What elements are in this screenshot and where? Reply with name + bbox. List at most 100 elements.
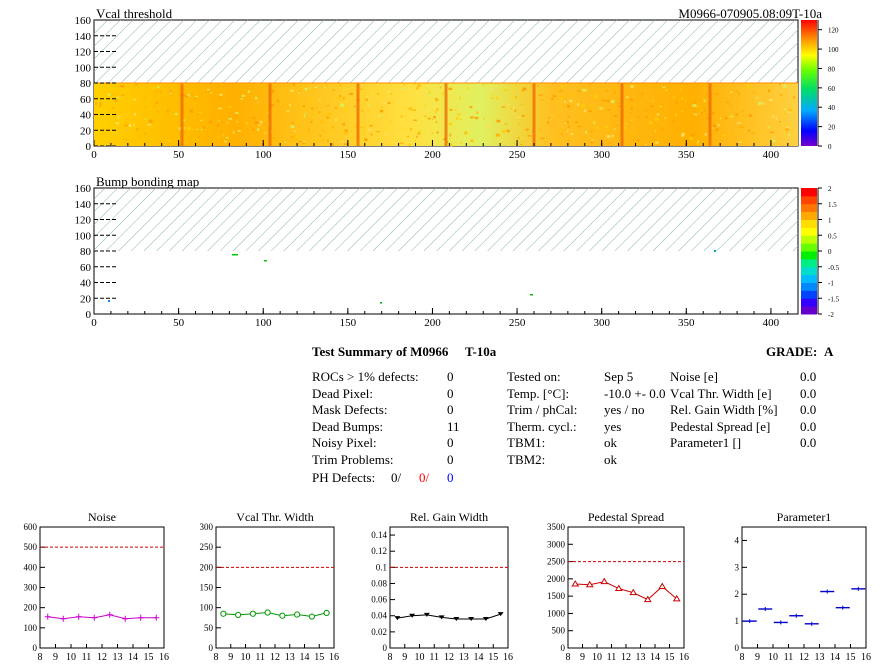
chart-x-tick-label: 9 bbox=[53, 652, 58, 663]
chart-x-tick-label: 11 bbox=[784, 652, 794, 663]
chart-x-tick-label: 13 bbox=[285, 652, 295, 663]
chart-x-tick-label: 11 bbox=[255, 652, 265, 663]
grade-label: GRADE: bbox=[766, 344, 818, 359]
color-scale-tick-label: -1 bbox=[828, 280, 834, 288]
map-x-tick-label: 400 bbox=[763, 149, 780, 161]
chart-series-line bbox=[397, 613, 501, 620]
chart-y-tick-label: 0 bbox=[561, 643, 566, 653]
vcal-map-hatched-region bbox=[94, 20, 798, 83]
col3-label: Noise [e] bbox=[670, 369, 719, 384]
chart-y-tick-label: 50 bbox=[204, 623, 214, 633]
chart-y-tick-label: 0 bbox=[383, 643, 388, 653]
chart-frame bbox=[389, 526, 509, 649]
chart-y-tick-label: 250 bbox=[200, 542, 214, 552]
chart-x-tick-label: 16 bbox=[861, 652, 871, 663]
map-x-tick-label: 150 bbox=[340, 149, 357, 161]
map-y-tick-label: 0 bbox=[86, 141, 92, 153]
data-point bbox=[773, 620, 788, 625]
chart-x-tick-label: 16 bbox=[329, 652, 339, 663]
chart-x-tick-label: 11 bbox=[607, 652, 617, 663]
bump-defect-mark bbox=[380, 302, 382, 304]
chart-x-tick-label: 14 bbox=[474, 652, 484, 663]
chart-y-tick-label: 0.08 bbox=[371, 578, 387, 588]
chart-title: Parameter1 bbox=[777, 510, 832, 524]
col2-value: -10.0 +- 0.0 bbox=[604, 385, 666, 401]
data-point bbox=[264, 609, 271, 616]
vcal-map-title: Vcal threshold bbox=[96, 6, 173, 21]
chart-y-tick-label: 3000 bbox=[547, 539, 566, 549]
col3-label: Rel. Gain Width [%] bbox=[670, 402, 778, 418]
color-scale-tick-label: 0.5 bbox=[828, 232, 837, 240]
color-scale-tick-label: -1.5 bbox=[828, 295, 840, 303]
data-point bbox=[122, 615, 129, 622]
data-point bbox=[804, 621, 819, 626]
map-x-tick-label: 250 bbox=[509, 317, 526, 329]
grade-value: A bbox=[824, 344, 834, 359]
color-scale-tick-label: 100 bbox=[828, 46, 839, 54]
map-y-tick-label: 140 bbox=[75, 31, 92, 43]
map-y-tick-label: 160 bbox=[75, 15, 92, 27]
chart-x-tick-label: 9 bbox=[580, 652, 585, 663]
data-point bbox=[851, 586, 866, 591]
col1-value: 11 bbox=[447, 418, 460, 434]
data-point bbox=[394, 616, 401, 621]
chart-x-tick-label: 13 bbox=[459, 652, 469, 663]
chart-y-tick-label: 0 bbox=[33, 643, 38, 653]
col1-value: 0 bbox=[447, 435, 454, 451]
chart-x-tick-label: 13 bbox=[113, 652, 123, 663]
map-x-tick-label: 250 bbox=[509, 149, 526, 161]
color-scale-tick-label: 1.5 bbox=[828, 201, 837, 209]
chart-x-tick-label: 9 bbox=[402, 652, 407, 663]
ph-defects-value-blue: 0 bbox=[447, 470, 454, 485]
chart-y-tick-label: 2 bbox=[735, 589, 740, 599]
col1-value: 0 bbox=[447, 369, 454, 384]
chart-x-tick-label: 10 bbox=[241, 652, 251, 663]
vcal-map-heatmap bbox=[94, 82, 798, 147]
color-scale-tick-label: 0 bbox=[828, 248, 832, 256]
chart-y-tick-label: 0.1 bbox=[376, 562, 387, 572]
col2-label: Trim / phCal: bbox=[507, 402, 578, 418]
data-point bbox=[600, 577, 609, 585]
col3-label: Pedestal Spread [e] bbox=[670, 418, 771, 434]
col1-value: 0 bbox=[447, 402, 454, 418]
chart-x-tick-label: 16 bbox=[159, 652, 169, 663]
col1-value: 0 bbox=[447, 385, 454, 401]
map-y-tick-label: 100 bbox=[75, 230, 92, 242]
color-scale-tick-label: -2 bbox=[828, 311, 834, 319]
map-x-tick-label: 50 bbox=[173, 317, 185, 329]
data-point bbox=[423, 612, 430, 617]
col2-value: yes bbox=[604, 418, 622, 434]
ph-defects-value-red: 0/ bbox=[419, 470, 430, 485]
data-point bbox=[629, 588, 638, 596]
chart-x-tick-label: 14 bbox=[128, 652, 138, 663]
map-x-tick-label: 200 bbox=[424, 317, 441, 329]
col2-value: ok bbox=[604, 435, 617, 451]
col1-value: 0 bbox=[447, 452, 454, 467]
chart-0: Noise 0 100 200 300 400 500 600 8 9 10 11 12 13 14 15 16 bbox=[24, 510, 170, 663]
data-point bbox=[106, 611, 113, 618]
chart-x-tick-label: 9 bbox=[228, 652, 233, 663]
data-point bbox=[137, 614, 144, 621]
chart-x-tick-label: 12 bbox=[97, 652, 107, 663]
data-point bbox=[294, 611, 301, 618]
chart-y-tick-label: 3500 bbox=[547, 522, 566, 532]
chart-y-tick-label: 0.06 bbox=[371, 595, 387, 605]
chart-frame bbox=[567, 526, 685, 649]
map-y-tick-label: 140 bbox=[75, 199, 92, 211]
data-point bbox=[91, 614, 98, 621]
chart-frame bbox=[215, 526, 335, 649]
chart-y-tick-label: 600 bbox=[24, 522, 38, 532]
col2-label: Tested on: bbox=[507, 369, 561, 384]
data-point bbox=[585, 580, 594, 588]
color-scale-tick-label: 120 bbox=[828, 27, 839, 35]
chart-x-tick-label: 16 bbox=[503, 652, 513, 663]
data-point bbox=[44, 613, 51, 620]
chart-y-tick-label: 0.14 bbox=[371, 530, 387, 540]
data-point bbox=[153, 614, 160, 621]
data-point bbox=[75, 613, 82, 620]
chart-x-tick-label: 10 bbox=[415, 652, 425, 663]
module-label: M0966-070905.08:09T-10a bbox=[678, 6, 822, 21]
chart-y-tick-label: 1000 bbox=[547, 608, 566, 618]
chart-y-tick-label: 4 bbox=[735, 535, 740, 545]
data-point bbox=[323, 609, 330, 617]
